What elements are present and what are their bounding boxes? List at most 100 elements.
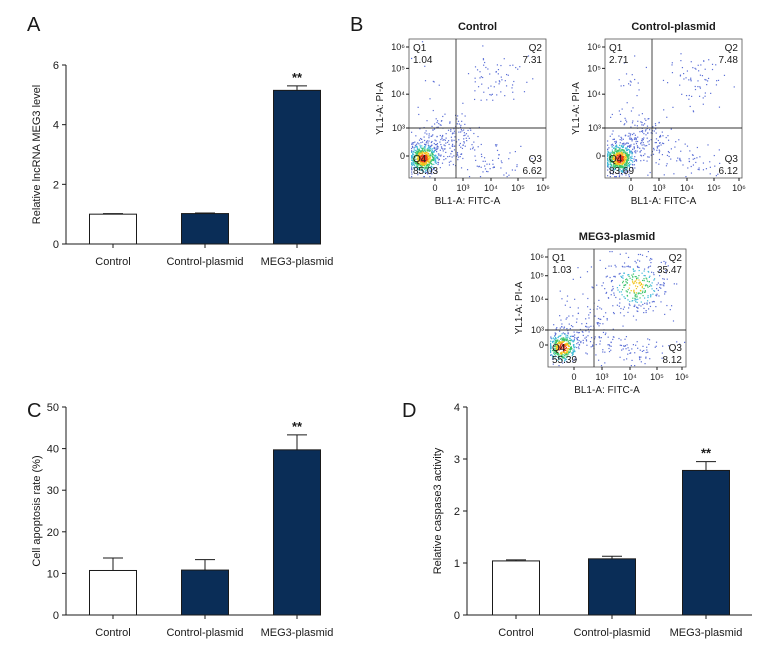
- bar-chart-c: 0 10 20 30 40 50 Cell apoptosis rate (%) Contro…: [31, 402, 333, 639]
- significance-marker: **: [292, 70, 303, 85]
- x-tick-label: 10⁴: [623, 372, 637, 382]
- y-tick-label: 1: [454, 558, 460, 570]
- panel-letter-b: B: [350, 14, 364, 36]
- y-axis-label: YL1-A: PI-A: [571, 82, 582, 135]
- bar-chart-d: 0 1 2 3 4 Relative caspase3 activity Control Co…: [432, 402, 752, 639]
- y-tick-label: 4: [53, 120, 59, 132]
- quadrant-name: Q1: [413, 43, 427, 54]
- quadrant-value: 8.12: [663, 355, 683, 366]
- quadrant-value: 6.12: [719, 166, 739, 177]
- y-axis-label: Cell apoptosis rate (%): [31, 455, 43, 566]
- x-tick-label: MEG3-plasmid: [261, 627, 334, 639]
- quadrant-value: 83.69: [609, 166, 634, 177]
- significance-marker: **: [701, 446, 712, 461]
- x-tick-label: 10⁴: [484, 183, 498, 193]
- x-tick-label: 0: [432, 183, 437, 193]
- y-tick-label: 10³: [531, 325, 544, 335]
- significance-marker: **: [292, 419, 303, 434]
- flow-plot-events: [607, 53, 735, 178]
- quadrant-name: Q2: [529, 43, 543, 54]
- y-tick-label: 30: [47, 485, 59, 497]
- x-tick-label: 10⁵: [707, 183, 721, 193]
- x-tick-label: Control: [498, 627, 533, 639]
- y-axis-label: YL1-A: PI-A: [375, 82, 386, 135]
- bar-d-2: [682, 469, 730, 616]
- y-tick-label: 10⁶: [530, 252, 544, 262]
- quadrant-name: Q3: [529, 154, 543, 165]
- flow-plot-title: Control: [458, 21, 497, 33]
- x-axis-label: BL1-A: FITC-A: [631, 196, 697, 207]
- x-tick-label: Control-plasmid: [166, 627, 243, 639]
- y-tick-label: 10: [47, 568, 59, 580]
- y-axis-label: Relative lncRNA MEG3 level: [31, 85, 43, 224]
- y-tick-label: 10⁶: [391, 42, 405, 52]
- x-tick-label: 10³: [595, 372, 608, 382]
- x-axis-label: BL1-A: FITC-A: [435, 196, 501, 207]
- y-tick-label: 10⁴: [530, 294, 544, 304]
- x-tick-label: Control: [95, 256, 130, 268]
- panel-letter-d: D: [402, 400, 417, 422]
- x-tick-label: Control-plasmid: [573, 627, 650, 639]
- y-tick-label: 0: [53, 239, 59, 251]
- flow-plot-b2: Control-plasmid Q12.71 Q27.48 Q36.12 Q483.69…: [571, 21, 746, 207]
- x-tick-label: 0: [628, 183, 633, 193]
- y-tick-label: 50: [47, 402, 59, 414]
- quadrant-value: 1.04: [413, 55, 433, 66]
- quadrant-value: 7.48: [719, 55, 739, 66]
- x-tick-label: 10³: [652, 183, 665, 193]
- y-tick-label: 2: [454, 506, 460, 518]
- quadrant-value: 2.71: [609, 55, 629, 66]
- bar-d-0: [492, 560, 540, 616]
- y-tick-label: 0: [596, 151, 601, 161]
- x-tick-label: 10⁶: [536, 183, 550, 193]
- quadrant-value: 7.31: [523, 55, 543, 66]
- quadrant-value: 35.47: [657, 265, 682, 276]
- bar-c-1: [181, 569, 229, 616]
- y-tick-label: 4: [454, 402, 460, 414]
- flow-plot-title: Control-plasmid: [631, 21, 715, 33]
- y-tick-label: 0: [53, 610, 59, 622]
- y-tick-label: 6: [53, 60, 59, 72]
- y-tick-label: 10⁵: [391, 63, 405, 73]
- y-axis-label: YL1-A: PI-A: [514, 281, 525, 334]
- x-tick-label: 10³: [456, 183, 469, 193]
- x-tick-label: Control-plasmid: [166, 256, 243, 268]
- y-tick-label: 0: [454, 610, 460, 622]
- bar-c-2: [273, 449, 321, 616]
- y-tick-label: 10⁴: [587, 89, 601, 99]
- y-tick-label: 40: [47, 444, 59, 456]
- x-tick-label: Control: [95, 627, 130, 639]
- y-axis-label: Relative caspase3 activity: [432, 447, 444, 574]
- y-tick-label: 10⁴: [391, 89, 405, 99]
- bar-a-0: [89, 213, 137, 245]
- flow-plot-events: [550, 251, 686, 367]
- y-tick-label: 10⁵: [587, 63, 601, 73]
- x-axis-label: BL1-A: FITC-A: [574, 385, 640, 396]
- flow-plot-events: [411, 41, 534, 178]
- quadrant-value: 1.03: [552, 265, 572, 276]
- quadrant-value: 55.39: [552, 355, 577, 366]
- y-tick-label: 3: [454, 454, 460, 466]
- y-tick-label: 0: [400, 151, 405, 161]
- quadrant-value: 6.62: [523, 166, 543, 177]
- flow-plot-title: MEG3-plasmid: [579, 231, 655, 243]
- panel-letter-a: A: [27, 14, 41, 36]
- x-tick-label: 0: [571, 372, 576, 382]
- quadrant-name: Q1: [552, 253, 566, 264]
- bar-c-0: [89, 569, 137, 616]
- quadrant-name: Q1: [609, 43, 623, 54]
- y-tick-label: 0: [539, 340, 544, 350]
- y-tick-label: 10³: [392, 123, 405, 133]
- bar-d-1: [588, 558, 636, 616]
- quadrant-name: Q3: [669, 343, 683, 354]
- quadrant-name: Q2: [669, 253, 683, 264]
- x-tick-label: 10⁴: [680, 183, 694, 193]
- bar-a-2: [273, 89, 321, 245]
- quadrant-name: Q3: [725, 154, 739, 165]
- y-tick-label: 10⁵: [530, 271, 544, 281]
- bar-a-1: [181, 213, 229, 245]
- y-tick-label: 2: [53, 179, 59, 191]
